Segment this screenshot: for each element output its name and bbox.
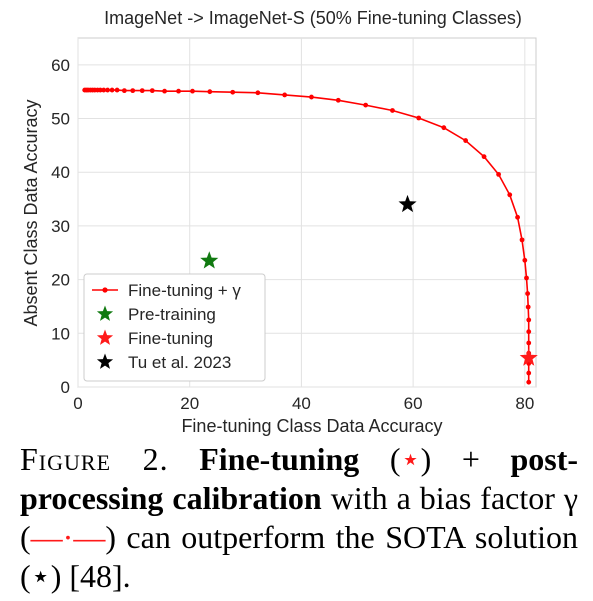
- data-point: [519, 237, 525, 243]
- data-point: [525, 304, 531, 310]
- caption-dash-symbol: —·—: [30, 519, 106, 555]
- y-tick-label: 20: [51, 271, 70, 290]
- data-point: [496, 171, 501, 177]
- data-point: [335, 97, 341, 103]
- caption-text-1: with a bias factor γ (: [20, 480, 579, 555]
- legend-point-swatch: [102, 287, 108, 293]
- x-tick-label: 60: [404, 394, 423, 413]
- data-point: [416, 115, 422, 121]
- data-point: [441, 125, 447, 131]
- legend-star-swatch: [96, 353, 114, 369]
- legend-label: Fine-tuning: [128, 329, 213, 348]
- data-point: [101, 87, 107, 93]
- data-point: [525, 291, 531, 296]
- y-tick-label: 40: [51, 163, 70, 182]
- x-tick-label: 20: [180, 394, 199, 413]
- y-tick-label: 50: [51, 110, 70, 129]
- y-tick-label: 30: [51, 217, 70, 236]
- caption-bold-finetuning: Fine-tuning: [199, 441, 360, 477]
- data-point: [114, 87, 120, 93]
- data-point: [109, 87, 115, 93]
- star-marker-pre-training: [200, 251, 219, 269]
- data-point: [526, 370, 532, 376]
- star-marker-tu-et-al-2023: [398, 194, 417, 213]
- data-point: [97, 87, 103, 93]
- x-axis-label: Fine-tuning Class Data Accuracy: [181, 416, 442, 436]
- y-tick-label: 60: [51, 56, 70, 75]
- caption-text-2: ) can outperform the SOTA solution (: [20, 519, 578, 594]
- tick-labels: 0 20 40 60 80 0 10 20 30 40 50 60: [51, 56, 534, 413]
- legend-box: [83, 273, 266, 382]
- data-point: [130, 88, 136, 94]
- data-point: [230, 89, 236, 95]
- data-point: [526, 317, 532, 323]
- caption-end: ) [48].: [50, 558, 131, 594]
- gridlines: [77, 38, 536, 388]
- data-point: [255, 90, 261, 96]
- data-point: [309, 94, 314, 100]
- chart: ImageNet -> ImageNet-S (50% Fine-tuning …: [21, 8, 538, 436]
- x-tick-label: 40: [292, 394, 311, 413]
- data-point: [522, 257, 528, 263]
- star-marker-fine-tuning: [519, 348, 538, 366]
- y-axis-label: Absent Class Data Accuracy: [21, 99, 41, 326]
- x-tick-label: 80: [515, 394, 534, 413]
- data-point: [282, 92, 288, 98]
- figure-caption: Figure 2. Fine-tuning (⋆) + post-process…: [20, 441, 579, 594]
- data-point: [390, 108, 395, 113]
- data-point: [526, 379, 532, 385]
- legend-label: Fine-tuning + γ: [128, 281, 241, 300]
- caption-figure-label: Figure 2.: [20, 441, 169, 477]
- legend-label: Pre-training: [128, 305, 216, 324]
- data-point: [515, 214, 520, 220]
- data-point: [162, 88, 167, 94]
- data-point: [507, 192, 513, 198]
- chart-marks: [82, 87, 538, 385]
- legend-label: Tu et al. 2023: [128, 353, 231, 372]
- caption-bold-calibration: post-processing calibration: [20, 441, 579, 516]
- data-point: [139, 88, 145, 94]
- data-point: [149, 88, 155, 94]
- data-point: [524, 275, 529, 281]
- data-point: [463, 138, 469, 143]
- y-tick-label: 0: [61, 378, 70, 397]
- legend-star-swatch: [96, 305, 114, 321]
- data-point: [526, 329, 532, 335]
- data-point: [176, 88, 181, 94]
- data-point: [105, 87, 111, 93]
- data-point: [526, 340, 532, 346]
- caption-red-star: ⋆: [400, 441, 421, 477]
- y-tick-label: 10: [51, 324, 70, 343]
- data-point: [121, 88, 127, 94]
- data-point: [190, 88, 195, 94]
- data-point: [481, 154, 487, 160]
- data-point: [363, 102, 369, 108]
- x-tick-label: 0: [73, 394, 82, 413]
- data-point: [207, 89, 213, 95]
- caption-plus: +: [431, 441, 511, 477]
- caption-black-star: ⋆: [30, 558, 51, 594]
- legend-star-swatch: [96, 329, 114, 345]
- legend: Fine-tuning + γ Pre-training Fine-tuning Tu…: [83, 273, 266, 382]
- chart-title: ImageNet -> ImageNet-S (50% Fine-tuning …: [104, 8, 522, 28]
